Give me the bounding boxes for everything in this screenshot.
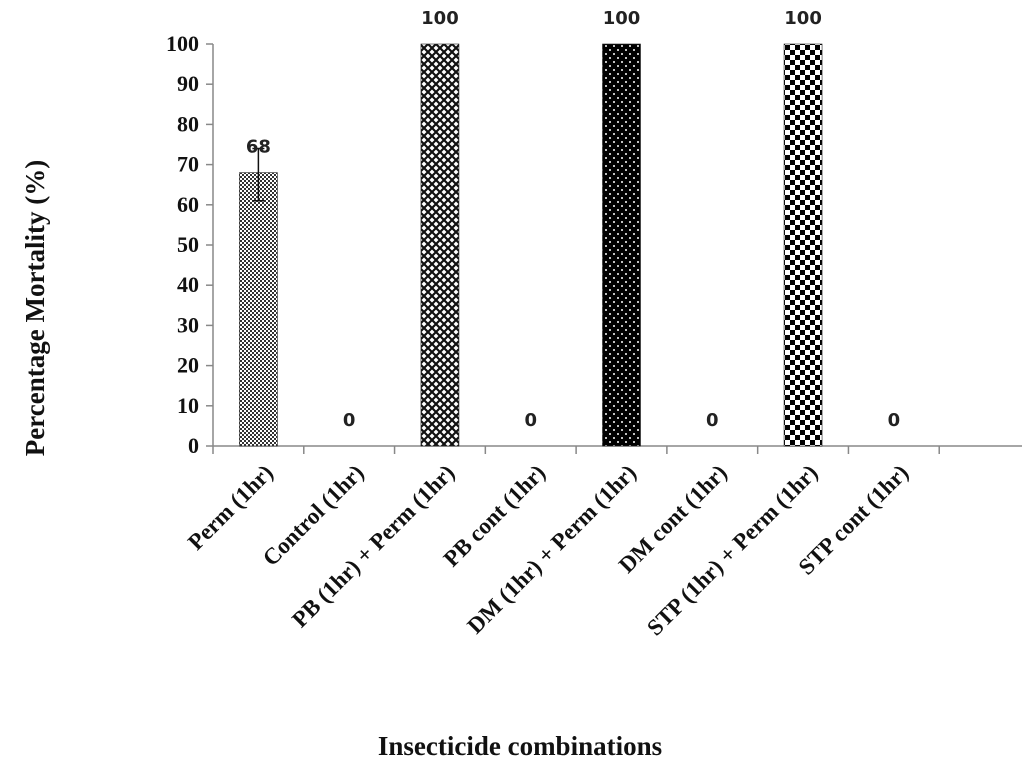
y-tick-label: 90	[177, 71, 199, 96]
y-tick-label: 30	[177, 312, 199, 337]
category-labels: Perm (1hr)Control (1hr)PB (1hr) + Perm (…	[183, 460, 913, 641]
data-label: 100	[784, 8, 822, 29]
bar	[602, 43, 641, 447]
y-tick-label: 70	[177, 152, 199, 177]
y-tick-label: 60	[177, 192, 199, 217]
data-label: 0	[524, 410, 537, 431]
bar	[239, 172, 278, 447]
y-tick-label: 0	[188, 433, 199, 458]
y-tick-label: 20	[177, 353, 199, 378]
data-label: 100	[603, 8, 641, 29]
x-tick-label: STP (1hr) + Perm (1hr)	[642, 460, 823, 641]
y-tick-label: 40	[177, 272, 199, 297]
data-label: 68	[246, 137, 271, 158]
x-axis	[212, 445, 1022, 454]
x-tick-label: PB (1hr) + Perm (1hr)	[287, 460, 459, 632]
y-tick-label: 80	[177, 111, 199, 136]
y-axis-title: Percentage Mortality (%)	[20, 160, 50, 456]
y-tick-label: 10	[177, 393, 199, 418]
bar	[420, 43, 460, 447]
y-tick-label: 50	[177, 232, 199, 257]
y-axis: 0 10 20 30 40 50 60 70 80 90 100	[166, 31, 214, 458]
data-label: 0	[343, 410, 356, 431]
bars	[239, 43, 823, 447]
data-label: 0	[706, 410, 719, 431]
y-tick-label: 100	[166, 31, 199, 56]
x-axis-title: Insecticide combinations	[378, 731, 662, 761]
x-tick-label: Perm (1hr)	[183, 460, 278, 555]
x-tick-label: DM (1hr) + Perm (1hr)	[462, 460, 641, 639]
data-label: 100	[421, 8, 459, 29]
bar	[783, 43, 823, 447]
data-label: 0	[888, 410, 901, 431]
data-labels: 68 0 100 0 100 0 100 0	[246, 8, 900, 431]
